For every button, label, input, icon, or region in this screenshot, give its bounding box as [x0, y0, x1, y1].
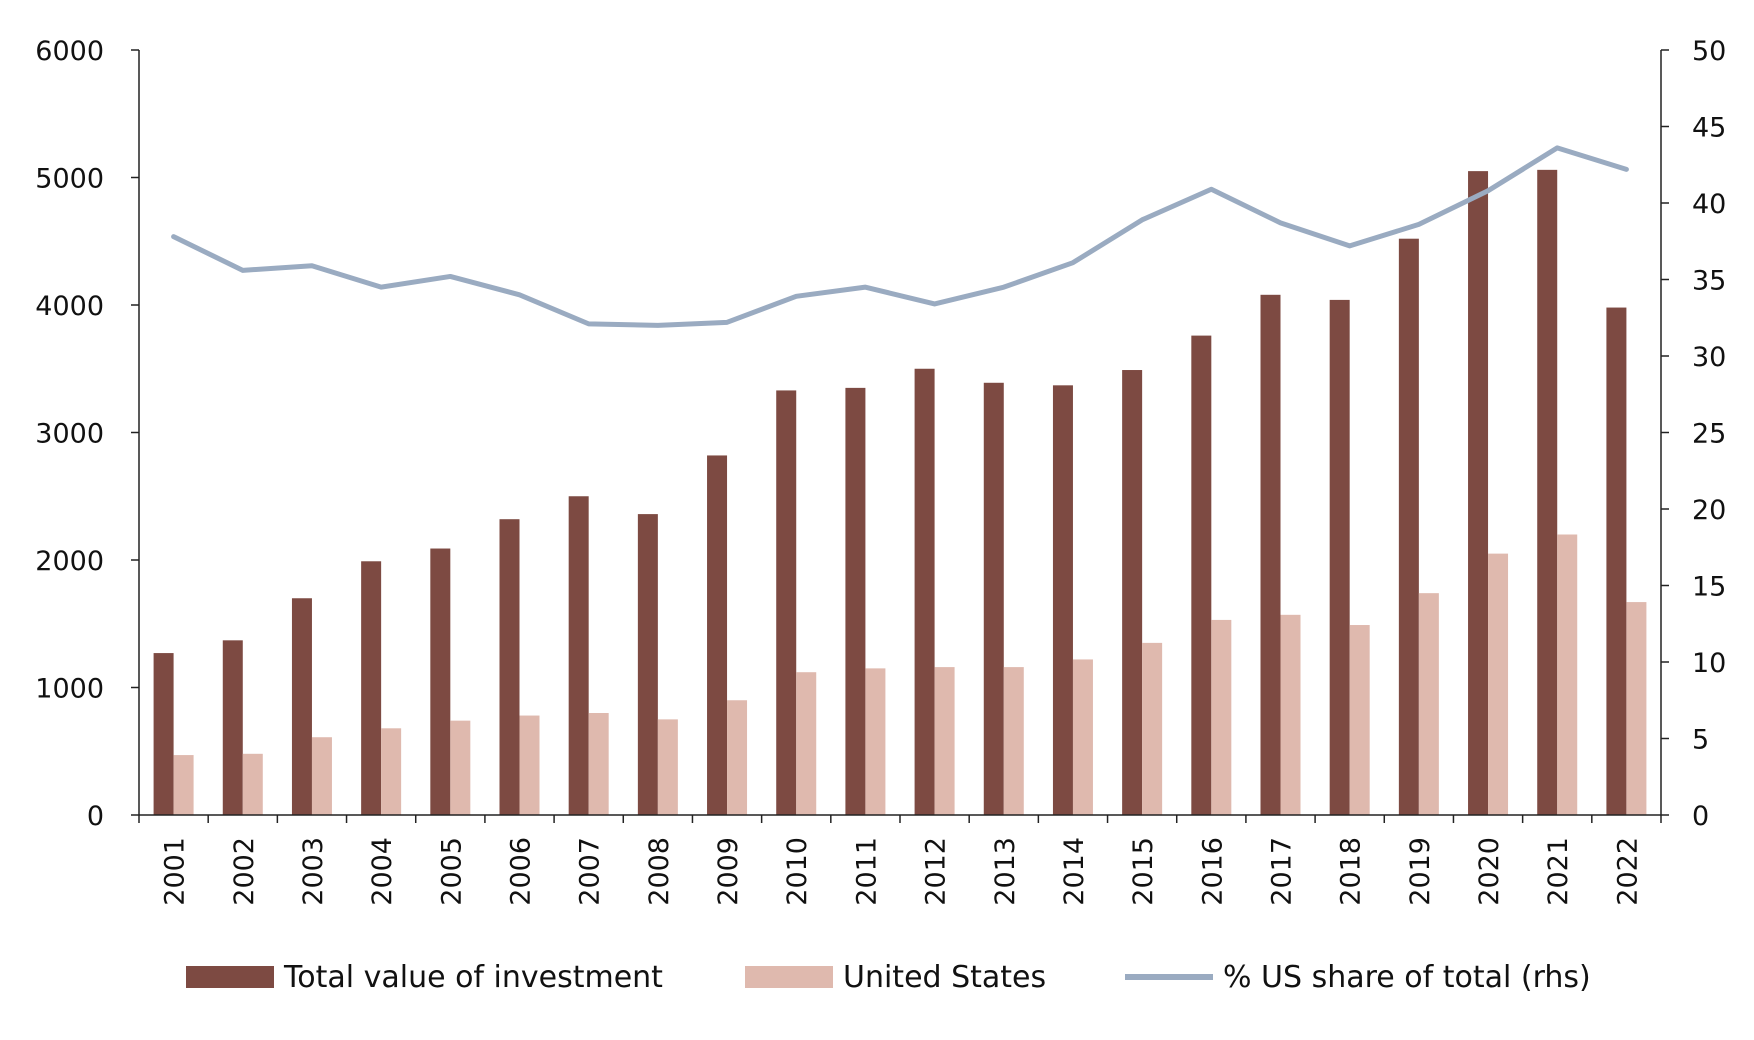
bar-us-2001: [173, 755, 194, 815]
bar-us-2017: [1280, 614, 1301, 815]
bar-us-2009: [727, 700, 748, 815]
x-axis-ticks: 2001 2002 2003 2004 2005 2006 2007 2008 2009 2010…: [138, 815, 1662, 906]
bar-total-2003: [291, 598, 312, 815]
bar-us-2002: [242, 753, 263, 815]
bar-us-2013: [1003, 667, 1024, 815]
bar-us-2022: [1626, 602, 1647, 815]
right-axis-ticks: 0 5 10 15 20 25 30 35 40 45 50: [1661, 36, 1726, 832]
bar-total-2018: [1329, 299, 1350, 815]
x-tick-label: 2006: [506, 837, 537, 906]
x-tick-label: 2019: [1405, 837, 1436, 906]
bar-us-2012: [934, 667, 955, 815]
bar-total-2016: [1191, 335, 1212, 815]
bar-us-2020: [1488, 553, 1509, 815]
bar-total-2015: [1122, 370, 1143, 815]
x-tick-label: 2007: [575, 837, 606, 906]
bar-total-2010: [776, 390, 797, 815]
share-line-group: [171, 145, 1629, 328]
bar-total-2017: [1260, 294, 1281, 815]
left-axis-ticks: 0 1000 2000 3000 4000 5000 6000: [35, 36, 139, 832]
bar-total-2001: [153, 653, 174, 815]
x-tick-label: 2017: [1267, 837, 1298, 906]
right-tick-label: 20: [1692, 495, 1726, 526]
right-tick-label: 35: [1692, 266, 1726, 297]
bar-us-2003: [311, 737, 332, 815]
right-tick-label: 0: [1692, 801, 1709, 832]
bar-us-2014: [1072, 659, 1093, 815]
left-tick-label: 5000: [35, 164, 104, 195]
legend-label-us: United States: [843, 960, 1046, 995]
right-tick-label: 5: [1692, 725, 1709, 756]
bar-total-2011: [845, 387, 866, 815]
x-tick-label: 2013: [990, 837, 1021, 906]
x-tick-label: 2016: [1197, 837, 1228, 906]
x-tick-label: 2003: [298, 837, 329, 906]
x-tick-label: 2015: [1128, 837, 1159, 906]
x-tick-label: 2018: [1336, 837, 1367, 906]
bar-us-2015: [1142, 642, 1163, 815]
bar-total-2006: [499, 519, 520, 815]
bar-us-2021: [1557, 534, 1578, 815]
left-tick-label: 4000: [35, 291, 104, 322]
left-tick-label: 2000: [35, 546, 104, 577]
x-tick-label: 2008: [644, 837, 675, 906]
bar-us-2004: [381, 728, 402, 815]
x-tick-label: 2010: [782, 837, 813, 906]
bar-total-2014: [1052, 385, 1073, 815]
right-tick-label: 15: [1692, 572, 1726, 603]
legend-swatch-total: [186, 966, 274, 988]
right-tick-label: 45: [1692, 113, 1726, 144]
right-tick-label: 50: [1692, 36, 1726, 67]
bar-us-2006: [519, 715, 540, 815]
right-tick-label: 10: [1692, 648, 1726, 679]
bars-us-group: [173, 534, 1647, 815]
bar-total-2009: [707, 455, 728, 815]
bar-total-2002: [222, 640, 243, 815]
bar-total-2021: [1537, 169, 1558, 816]
x-tick-label: 2001: [160, 837, 191, 906]
bar-total-2013: [983, 382, 1004, 815]
bars-total-group: [153, 169, 1627, 816]
bar-us-2005: [450, 720, 471, 815]
legend-swatch-us: [745, 966, 833, 988]
x-tick-label: 2005: [436, 837, 467, 906]
right-tick-label: 40: [1692, 189, 1726, 220]
bar-total-2007: [568, 496, 589, 815]
legend-label-total: Total value of investment: [283, 960, 663, 995]
bar-us-2011: [865, 668, 886, 815]
bar-total-2019: [1398, 238, 1419, 815]
legend: Total value of investment United States % …: [186, 960, 1591, 995]
x-tick-label: 2004: [367, 837, 398, 906]
x-tick-label: 2014: [1059, 837, 1090, 906]
bar-total-2008: [637, 514, 658, 815]
x-tick-label: 2011: [851, 837, 882, 906]
x-tick-label: 2021: [1543, 837, 1574, 906]
x-tick-label: 2020: [1474, 837, 1505, 906]
right-tick-label: 30: [1692, 342, 1726, 373]
x-tick-label: 2002: [229, 837, 260, 906]
bar-total-2022: [1606, 307, 1627, 815]
x-tick-label: 2009: [713, 837, 744, 906]
bar-total-2004: [361, 561, 382, 815]
x-tick-label: 2012: [921, 837, 952, 906]
bar-us-2010: [796, 672, 817, 815]
left-tick-label: 3000: [35, 419, 104, 450]
bar-us-2018: [1349, 625, 1370, 815]
bar-total-2005: [430, 548, 451, 815]
left-tick-label: 1000: [35, 674, 104, 705]
bar-us-2008: [657, 719, 678, 815]
bar-total-2012: [914, 368, 935, 815]
series-line-us-share: [171, 145, 1629, 328]
bar-us-2016: [1211, 619, 1232, 815]
right-tick-label: 25: [1692, 419, 1726, 450]
left-tick-label: 6000: [35, 36, 104, 67]
bar-us-2019: [1418, 593, 1439, 815]
bar-us-2007: [588, 713, 609, 815]
left-tick-label: 0: [87, 801, 104, 832]
bar-total-2020: [1468, 171, 1489, 815]
x-tick-label: 2022: [1612, 837, 1643, 906]
legend-label-share: % US share of total (rhs): [1223, 960, 1591, 995]
